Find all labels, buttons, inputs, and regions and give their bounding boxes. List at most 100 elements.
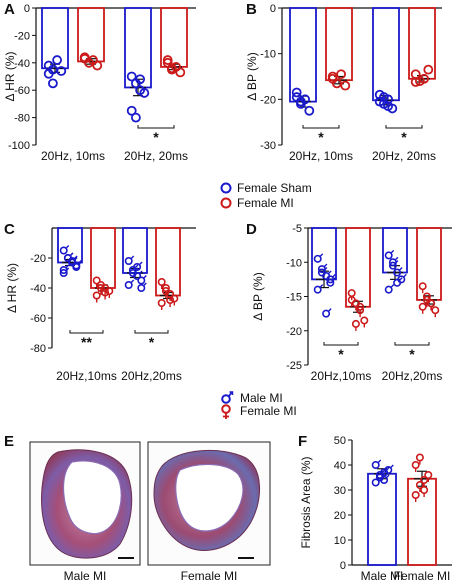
panel-b-point-1-1-3 — [423, 64, 434, 75]
panel-b-point-0-0-0 — [291, 87, 302, 98]
panel-c-point-0-0-6 — [68, 255, 78, 265]
panel-f-point-0-0-5 — [375, 469, 386, 479]
panel-d-point-0-0-4-arrow — [319, 284, 324, 288]
panel-b-sig-bracket-1 — [385, 125, 423, 129]
panel-a-category-label-1: 20Hz, 20ms — [124, 149, 188, 163]
panel-d-point-1-0-3-arrow — [403, 273, 407, 278]
panel-f-point-1-1-0-ring — [411, 490, 420, 499]
panel-a-point-1-0-6 — [135, 74, 146, 85]
panel-c-sig-label-0: ** — [81, 334, 92, 350]
panel-c-point-1-0-4-ring — [124, 280, 133, 289]
panel-d-ytick-label-4: -25 — [286, 360, 302, 372]
legend-marker-female-sham — [220, 182, 232, 194]
panel-f-ytick-label-5: 50 — [334, 435, 346, 447]
panel-c-point-1-1-1-ring — [161, 283, 170, 292]
panel-d-sig-label-0: * — [338, 346, 344, 362]
panel-b-point-0-1-4 — [327, 73, 338, 84]
panel-c-point-1-0-3-ring — [137, 276, 146, 285]
panel-c-point-1-0-2-arrow — [138, 270, 143, 275]
panel-label-e: E — [4, 433, 14, 450]
panel-c-bar-0-0 — [57, 227, 83, 264]
panel-c-sig-bracket-1 — [134, 330, 169, 334]
panel-c-point-0-1-5 — [96, 283, 105, 295]
panel-b-ytick-label-1: -10 — [260, 49, 276, 61]
panel-a-point-1-0-3 — [139, 88, 150, 98]
panel-c-point-1-0-4-arrow — [130, 279, 135, 284]
panel-d-category-label-0: 20Hz,10ms — [311, 369, 372, 383]
panel-c-bar-1-0 — [122, 227, 148, 274]
panel-c-sig-bracket-0 — [69, 330, 104, 334]
legend-top: Female Sham Female MI — [220, 181, 312, 210]
panel-f-point-0-0-3 — [384, 464, 394, 474]
panel-c-point-0-0-8 — [59, 267, 70, 277]
panel-a-ytick-label-5: -100 — [8, 140, 30, 152]
panel-d-point-1-0-5 — [388, 260, 399, 270]
panel-b-bar-0-0 — [289, 7, 317, 103]
panel-d-point-0-0-1-arrow — [323, 263, 328, 268]
panel-a-sig-bracket-0 — [137, 125, 175, 129]
panel-d-point-1-0-1-arrow — [394, 256, 399, 261]
panel-f-ytick-label-1: 10 — [334, 535, 346, 547]
panel-b-ytick-label-2: -20 — [260, 94, 276, 106]
panel-b-category-label-1: 20Hz, 20ms — [372, 149, 436, 163]
panel-c-point-1-0-0 — [124, 255, 135, 265]
panel-b-bar-0-1 — [325, 7, 353, 82]
panel-d-ytick-label-1: -10 — [286, 257, 302, 269]
panel-c-point-1-0-1-arrow — [134, 264, 139, 269]
panel-d-point-0-1-4-ring — [347, 295, 356, 304]
panel-d-point-0-0-6-arrow — [327, 308, 332, 312]
panel-d-point-0-0-4-ring — [313, 285, 322, 294]
panel-f-point-1-1-4-ring — [411, 460, 420, 469]
panel-d-point-1-1-4 — [418, 302, 427, 314]
panel-d-point-1-0-4 — [384, 284, 395, 294]
panel-c-chart: C -20 -40 -60 -80 Δ HR (%) 20Hz,10ms 20Hz,20ms *… — [4, 221, 196, 383]
panel-b-sig-label-0: * — [318, 129, 324, 145]
panel-b-point-1-0-6 — [383, 101, 394, 112]
panel-c-point-1-1-6-ring — [166, 295, 175, 304]
panel-d-point-0-1-4 — [347, 295, 356, 307]
panel-d-point-1-0-5-ring — [388, 261, 397, 270]
panel-c-point-1-0-3-arrow — [143, 275, 147, 279]
panel-b-point-1-0-5 — [378, 92, 389, 102]
panel-f-point-0-0-6-arrow — [385, 474, 390, 479]
panel-f-point-0-0-6 — [380, 474, 390, 484]
panel-c-point-0-0-0-ring — [59, 246, 68, 255]
panel-a-point-1-0-5 — [130, 112, 141, 123]
panel-f-ytick-label-2: 20 — [334, 510, 346, 522]
panel-b-chart: B 0 -10 -20 -30 Δ BP (%) 20Hz, 10ms 20Hz, 20ms *… — [245, 1, 442, 163]
panel-b-point-0-0-3 — [304, 105, 315, 116]
panel-c-point-0-0-8-ring — [59, 268, 68, 277]
panel-a-ytick-label-4: -80 — [14, 113, 30, 125]
panel-d-point-0-0-5-arrow — [323, 267, 328, 271]
panel-b-label: B — [246, 1, 257, 18]
panel-d-point-1-0-2-arrow — [398, 267, 403, 271]
legend-marker-female-mi — [220, 197, 232, 209]
panel-d-point-1-1-6 — [427, 299, 436, 311]
panel-d-point-1-0-0-arrow — [390, 249, 395, 254]
panel-f-ytick-label-3: 30 — [334, 485, 346, 497]
panel-c-ytick-label-1: -40 — [30, 283, 46, 295]
panel-c-point-0-1-3 — [105, 286, 114, 298]
panel-c-point-1-1-5-ring — [161, 286, 170, 295]
panel-c-point-1-0-7 — [137, 282, 147, 292]
panel-d-point-0-0-0 — [313, 253, 324, 263]
panel-a-point-0-1-3 — [92, 60, 103, 71]
panel-a-ytick-label-2: -40 — [14, 58, 30, 70]
panel-c-point-1-0-7-ring — [137, 283, 146, 292]
panel-d-point-1-0-0 — [384, 249, 395, 260]
panel-d-ytick-label-3: -20 — [286, 326, 302, 338]
panel-f-ylabel: Fibrosis Area (%) — [299, 456, 313, 548]
panel-b-point-0-1-3 — [340, 80, 351, 91]
panel-f-point-1-1-0 — [411, 490, 420, 502]
panel-f-point-0-0-2-arrow — [385, 467, 390, 471]
panel-c-point-1-1-0 — [157, 277, 166, 289]
panel-d-point-0-0-0-ring — [313, 254, 322, 263]
panel-d-point-0-1-5-ring — [351, 319, 360, 328]
panel-f-point-1-1-1 — [415, 480, 424, 492]
panel-f-point-1-1-3 — [424, 470, 433, 482]
panel-b-ytick-label-0: 0 — [270, 3, 276, 15]
panel-d-sig-bracket-1 — [394, 342, 430, 346]
panel-d-category-label-1: 20Hz,20ms — [382, 369, 443, 383]
panel-c-ylabel: Δ HR (%) — [5, 263, 19, 313]
panel-d-point-0-0-7 — [326, 273, 336, 284]
